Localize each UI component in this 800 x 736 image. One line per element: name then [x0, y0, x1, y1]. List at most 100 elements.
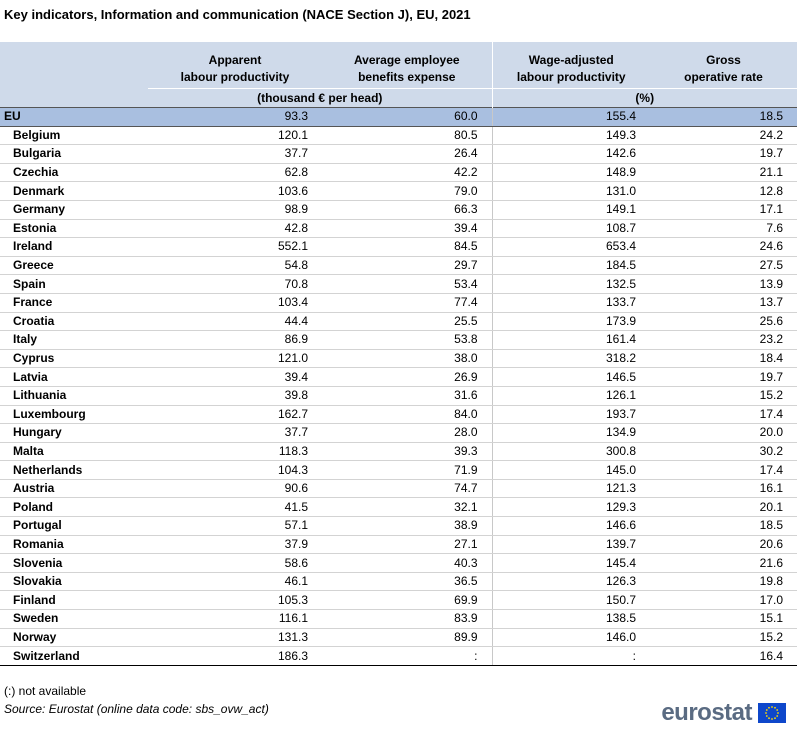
row-value-col4: 19.7 — [650, 144, 797, 164]
row-value-col2: 31.6 — [322, 386, 493, 406]
row-country-name: EU — [0, 107, 148, 127]
row-value-col2: 89.9 — [322, 627, 493, 648]
row-value-col2: 25.5 — [322, 312, 493, 332]
row-value-col3: 126.3 — [492, 572, 650, 592]
row-value-col1: 44.4 — [148, 312, 322, 332]
row-value-col3: 193.7 — [492, 405, 650, 425]
row-value-col4: 20.6 — [650, 535, 797, 555]
row-value-col1: 186.3 — [148, 646, 322, 666]
row-value-col4: 24.2 — [650, 126, 797, 146]
row-value-col4: 18.4 — [650, 349, 797, 369]
eu-flag-star — [777, 712, 779, 714]
table-title: Key indicators, Information and communic… — [4, 7, 471, 22]
row-value-col2: 38.0 — [322, 349, 493, 369]
row-value-col4: 15.2 — [650, 386, 797, 406]
header-unit-percent: (%) — [491, 88, 797, 108]
header-wage-adjusted-productivity: Wage-adjusted labour productivity — [491, 42, 650, 89]
row-country-name: Estonia — [0, 219, 148, 239]
row-value-col1: 93.3 — [148, 107, 322, 127]
table-row: Croatia 44.4 25.5 173.9 25.6 — [0, 312, 797, 332]
table-row: Belgium 120.1 80.5 149.3 24.2 — [0, 126, 797, 146]
header-country-blank — [0, 42, 148, 108]
row-value-col3: 142.6 — [492, 144, 650, 164]
table-row: Sweden 116.1 83.9 138.5 15.1 — [0, 609, 797, 629]
row-value-col3: 129.3 — [492, 497, 650, 518]
row-value-col4: 16.4 — [650, 646, 797, 666]
row-value-col4: 17.4 — [650, 405, 797, 425]
row-country-name: Luxembourg — [0, 405, 148, 425]
row-value-col1: 121.0 — [148, 349, 322, 369]
row-value-col2: 60.0 — [322, 107, 493, 127]
eu-flag-star — [768, 706, 770, 709]
row-value-col3: 121.3 — [492, 479, 650, 499]
row-value-col3: 148.9 — [492, 163, 650, 183]
eu-flag-star — [768, 717, 770, 720]
row-value-col3: 126.1 — [492, 386, 650, 406]
row-value-col3: 132.5 — [492, 274, 650, 294]
row-value-col4: 18.5 — [650, 107, 797, 127]
row-value-col3: 149.1 — [492, 200, 650, 220]
row-value-col1: 86.9 — [148, 330, 322, 350]
row-value-col4: 17.1 — [650, 200, 797, 220]
row-value-col2: 29.7 — [322, 256, 493, 276]
row-value-col2: 28.0 — [322, 423, 493, 443]
table-row: Netherlands 104.3 71.9 145.0 17.4 — [0, 460, 797, 480]
row-value-col4: 23.2 — [650, 330, 797, 350]
table-row: Ireland 552.1 84.5 653.4 24.6 — [0, 237, 797, 257]
row-value-col3: 145.4 — [492, 553, 650, 573]
row-value-col1: 118.3 — [148, 442, 322, 462]
eu-flag-star — [765, 712, 767, 714]
table-row: Slovakia 46.1 36.5 126.3 19.8 — [0, 572, 797, 592]
eu-flag-icon — [758, 703, 786, 723]
row-value-col2: : — [322, 646, 493, 666]
table-row: Norway 131.3 89.9 146.0 15.2 — [0, 627, 797, 648]
row-value-col3: 145.0 — [492, 460, 650, 480]
row-value-col3: 133.7 — [492, 293, 650, 313]
row-value-col3: 184.5 — [492, 256, 650, 276]
row-value-col4: 27.5 — [650, 256, 797, 276]
eu-flag-star — [776, 709, 779, 711]
table-row: France 103.4 77.4 133.7 13.7 — [0, 293, 797, 313]
row-value-col1: 116.1 — [148, 609, 322, 629]
row-value-col1: 42.8 — [148, 219, 322, 239]
eu-flag-star — [771, 718, 773, 720]
table-row: Italy 86.9 53.8 161.4 23.2 — [0, 330, 797, 350]
row-value-col2: 84.0 — [322, 405, 493, 425]
row-value-col4: 21.6 — [650, 553, 797, 573]
row-value-col3: 134.9 — [492, 423, 650, 443]
row-value-col3: 150.7 — [492, 590, 650, 611]
row-country-name: Sweden — [0, 609, 148, 629]
table-row: Latvia 39.4 26.9 146.5 19.7 — [0, 367, 797, 387]
row-value-col2: 80.5 — [322, 126, 493, 146]
row-country-name: Hungary — [0, 423, 148, 443]
table-row: Cyprus 121.0 38.0 318.2 18.4 — [0, 349, 797, 369]
table-row: Poland 41.5 32.1 129.3 20.1 — [0, 497, 797, 518]
row-value-col2: 38.9 — [322, 516, 493, 536]
header-apparent-labour-productivity: Apparent labour productivity — [148, 42, 322, 89]
row-value-col1: 103.6 — [148, 181, 322, 201]
row-country-name: Romania — [0, 535, 148, 555]
row-value-col3: 108.7 — [492, 219, 650, 239]
row-value-col4: 19.8 — [650, 572, 797, 592]
row-country-name: Latvia — [0, 367, 148, 387]
table-body: EU 93.3 60.0 155.4 18.5 Belgium 120.1 80.5 149.3… — [0, 107, 797, 666]
eu-flag-star — [765, 709, 768, 711]
row-country-name: Croatia — [0, 312, 148, 332]
row-value-col1: 162.7 — [148, 405, 322, 425]
row-country-name: Slovakia — [0, 572, 148, 592]
row-value-col4: 7.6 — [650, 219, 797, 239]
row-value-col1: 39.8 — [148, 386, 322, 406]
row-value-col2: 53.4 — [322, 274, 493, 294]
key-indicators-table: Apparent labour productivity Average empl… — [0, 42, 797, 666]
row-value-col4: 13.7 — [650, 293, 797, 313]
table-row: Denmark 103.6 79.0 131.0 12.8 — [0, 181, 797, 201]
footnote-not-available: (:) not available — [4, 684, 87, 698]
header-unit-thousand-euro: (thousand € per head) — [148, 88, 492, 108]
eurostat-logo-text: eurostat — [661, 699, 752, 726]
row-value-col3: 131.0 — [492, 181, 650, 201]
table-row: Estonia 42.8 39.4 108.7 7.6 — [0, 219, 797, 239]
row-value-col2: 40.3 — [322, 553, 493, 573]
row-value-col1: 37.9 — [148, 535, 322, 555]
row-value-col2: 84.5 — [322, 237, 493, 257]
table-row: Germany 98.9 66.3 149.1 17.1 — [0, 200, 797, 220]
